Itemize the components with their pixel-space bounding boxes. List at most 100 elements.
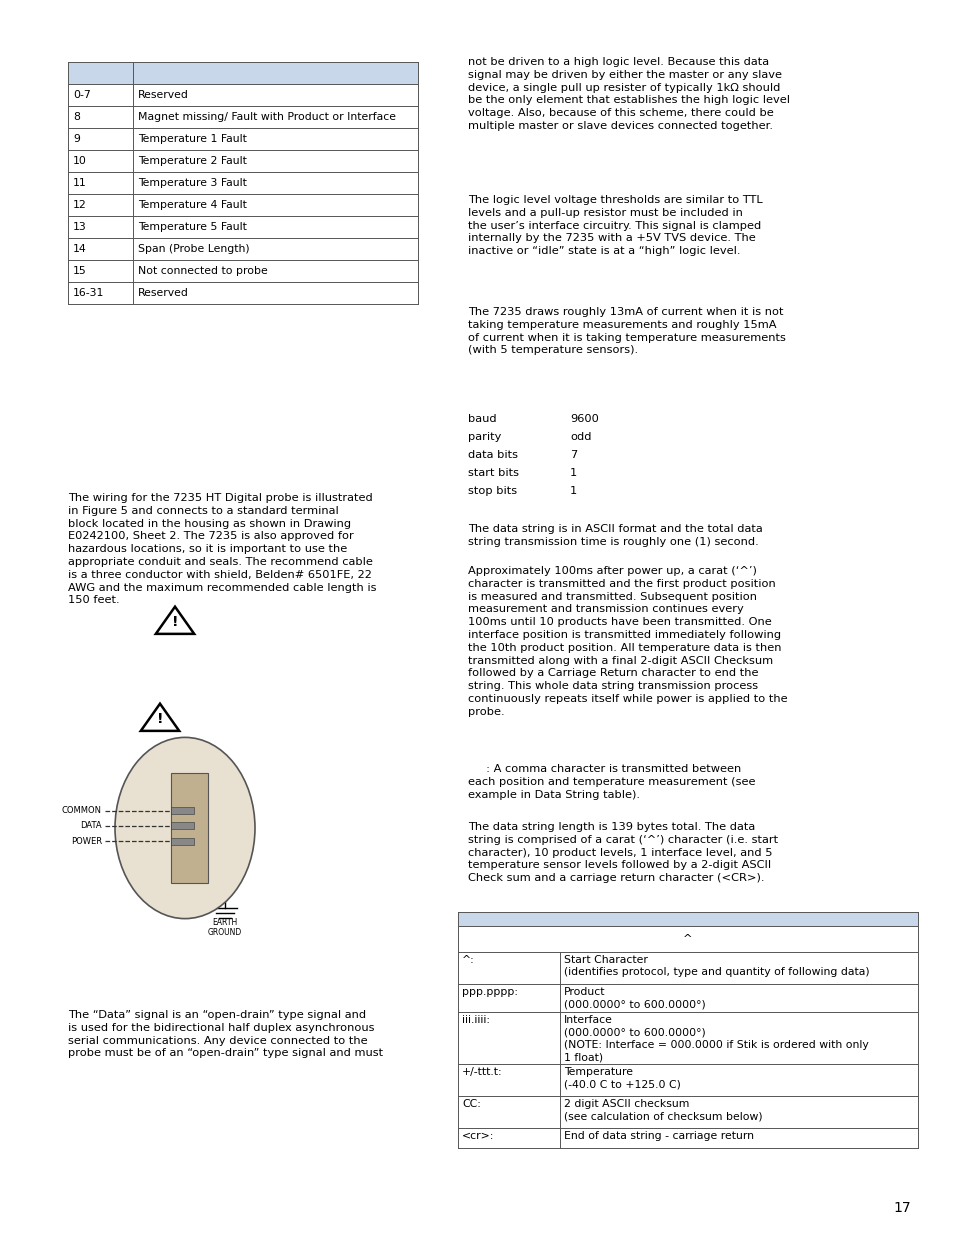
Bar <box>559 952 917 984</box>
Text: !: ! <box>172 615 178 629</box>
Text: Temperature 3 Fault: Temperature 3 Fault <box>138 178 247 188</box>
Text: 15: 15 <box>73 266 87 275</box>
Text: 2 digit ASCII checksum
(see calculation of checksum below): 2 digit ASCII checksum (see calculation … <box>563 1099 761 1121</box>
Text: Span (Probe Length): Span (Probe Length) <box>138 245 250 254</box>
Bar <box>132 172 417 194</box>
Text: Magnet missing/ Fault with Product or Interface: Magnet missing/ Fault with Product or In… <box>138 112 395 122</box>
Text: 10: 10 <box>73 156 87 165</box>
Bar <box>457 1011 559 1065</box>
Bar <box>132 128 417 149</box>
Bar <box>132 149 417 172</box>
Text: ^: ^ <box>682 934 692 944</box>
Text: ^:: ^: <box>461 955 475 965</box>
Bar <box>68 238 132 261</box>
Text: 0-7: 0-7 <box>73 90 91 100</box>
Bar <box>457 1128 559 1149</box>
Bar <box>68 282 132 304</box>
Text: Product
(000.0000° to 600.0000°): Product (000.0000° to 600.0000°) <box>563 987 705 1009</box>
Bar <box>457 1095 559 1128</box>
Bar <box>68 194 132 216</box>
Bar <box>68 216 132 238</box>
Text: Temperature 5 Fault: Temperature 5 Fault <box>138 222 247 232</box>
Text: Start Character
(identifies protocol, type and quantity of following data): Start Character (identifies protocol, ty… <box>563 955 869 977</box>
Text: 9: 9 <box>73 135 80 144</box>
Text: Approximately 100ms after power up, a carat (‘^’)
character is transmitted and t: Approximately 100ms after power up, a ca… <box>468 566 787 716</box>
Bar <box>132 106 417 128</box>
Bar <box>68 261 132 282</box>
Text: The “Data” signal is an “open-drain” type signal and
is used for the bidirection: The “Data” signal is an “open-drain” typ… <box>68 1010 383 1058</box>
Bar <box>132 282 417 304</box>
Bar <box>172 773 208 883</box>
Bar <box>68 128 132 149</box>
Text: COMMON: COMMON <box>62 806 102 815</box>
Text: Reserved: Reserved <box>138 90 189 100</box>
Bar <box>132 84 417 106</box>
Text: 1: 1 <box>569 468 577 478</box>
Bar <box>68 149 132 172</box>
Circle shape <box>115 737 254 919</box>
Text: not be driven to a high logic level. Because this data
signal may be driven by e: not be driven to a high logic level. Bec… <box>468 57 789 131</box>
Bar <box>457 984 559 1011</box>
Text: 1: 1 <box>569 487 577 496</box>
Bar <box>132 261 417 282</box>
Text: The data string is in ASCII format and the total data
string transmission time i: The data string is in ASCII format and t… <box>468 524 762 547</box>
Text: Temperature 4 Fault: Temperature 4 Fault <box>138 200 247 210</box>
Bar <box>457 952 559 984</box>
Text: <cr>:: <cr>: <box>461 1131 494 1141</box>
Bar <box>68 172 132 194</box>
Text: Temperature
(-40.0 C to +125.0 C): Temperature (-40.0 C to +125.0 C) <box>563 1067 680 1089</box>
Text: parity: parity <box>468 432 501 442</box>
Text: Reserved: Reserved <box>138 288 189 298</box>
Bar <box>559 1095 917 1128</box>
Text: Temperature 2 Fault: Temperature 2 Fault <box>138 156 247 165</box>
Bar <box>457 926 917 952</box>
Bar <box>172 806 193 814</box>
Text: Temperature 1 Fault: Temperature 1 Fault <box>138 135 247 144</box>
Text: 16-31: 16-31 <box>73 288 104 298</box>
Bar <box>457 1065 559 1095</box>
Text: ppp.pppp:: ppp.pppp: <box>461 987 517 997</box>
Bar <box>132 194 417 216</box>
Bar <box>172 823 193 830</box>
Text: Not connected to probe: Not connected to probe <box>138 266 268 275</box>
Text: EARTH
GROUND: EARTH GROUND <box>208 918 242 937</box>
Bar <box>68 62 132 84</box>
Text: : A comma character is transmitted between
each position and temperature measure: : A comma character is transmitted betwe… <box>468 764 755 799</box>
Text: Interface
(000.0000° to 600.0000°)
(NOTE: Interface = 000.0000 if Stik is ordere: Interface (000.0000° to 600.0000°) (NOTE… <box>563 1015 868 1062</box>
Text: End of data string - carriage return: End of data string - carriage return <box>563 1131 753 1141</box>
Text: +/-ttt.t:: +/-ttt.t: <box>461 1067 502 1077</box>
Text: !: ! <box>156 711 163 726</box>
Bar <box>132 238 417 261</box>
Text: stop bits: stop bits <box>468 487 517 496</box>
Bar <box>559 984 917 1011</box>
Text: The 7235 draws roughly 13mA of current when it is not
taking temperature measure: The 7235 draws roughly 13mA of current w… <box>468 308 785 356</box>
Bar <box>559 1065 917 1095</box>
Bar <box>172 837 193 845</box>
Text: start bits: start bits <box>468 468 518 478</box>
Text: The wiring for the 7235 HT Digital probe is illustrated
in Figure 5 and connects: The wiring for the 7235 HT Digital probe… <box>68 493 376 605</box>
Bar <box>68 84 132 106</box>
Text: DATA: DATA <box>80 821 102 830</box>
Bar <box>132 62 417 84</box>
Bar <box>68 106 132 128</box>
Text: 17: 17 <box>892 1200 910 1215</box>
Bar <box>559 1011 917 1065</box>
Text: 7: 7 <box>569 450 577 459</box>
Text: 8: 8 <box>73 112 80 122</box>
Text: odd: odd <box>569 432 591 442</box>
Text: The logic level voltage thresholds are similar to TTL
levels and a pull-up resis: The logic level voltage thresholds are s… <box>468 195 761 256</box>
Text: 11: 11 <box>73 178 87 188</box>
Text: 13: 13 <box>73 222 87 232</box>
Text: data bits: data bits <box>468 450 517 459</box>
Bar <box>457 911 917 926</box>
Text: 9600: 9600 <box>569 414 598 424</box>
Text: POWER: POWER <box>71 837 102 846</box>
Text: The data string length is 139 bytes total. The data
string is comprised of a car: The data string length is 139 bytes tota… <box>468 823 778 883</box>
Bar <box>559 1128 917 1149</box>
Text: CC:: CC: <box>461 1099 480 1109</box>
Text: iii.iiii:: iii.iiii: <box>461 1015 490 1025</box>
Text: baud: baud <box>468 414 497 424</box>
Text: 14: 14 <box>73 245 87 254</box>
Bar <box>132 216 417 238</box>
Text: 12: 12 <box>73 200 87 210</box>
